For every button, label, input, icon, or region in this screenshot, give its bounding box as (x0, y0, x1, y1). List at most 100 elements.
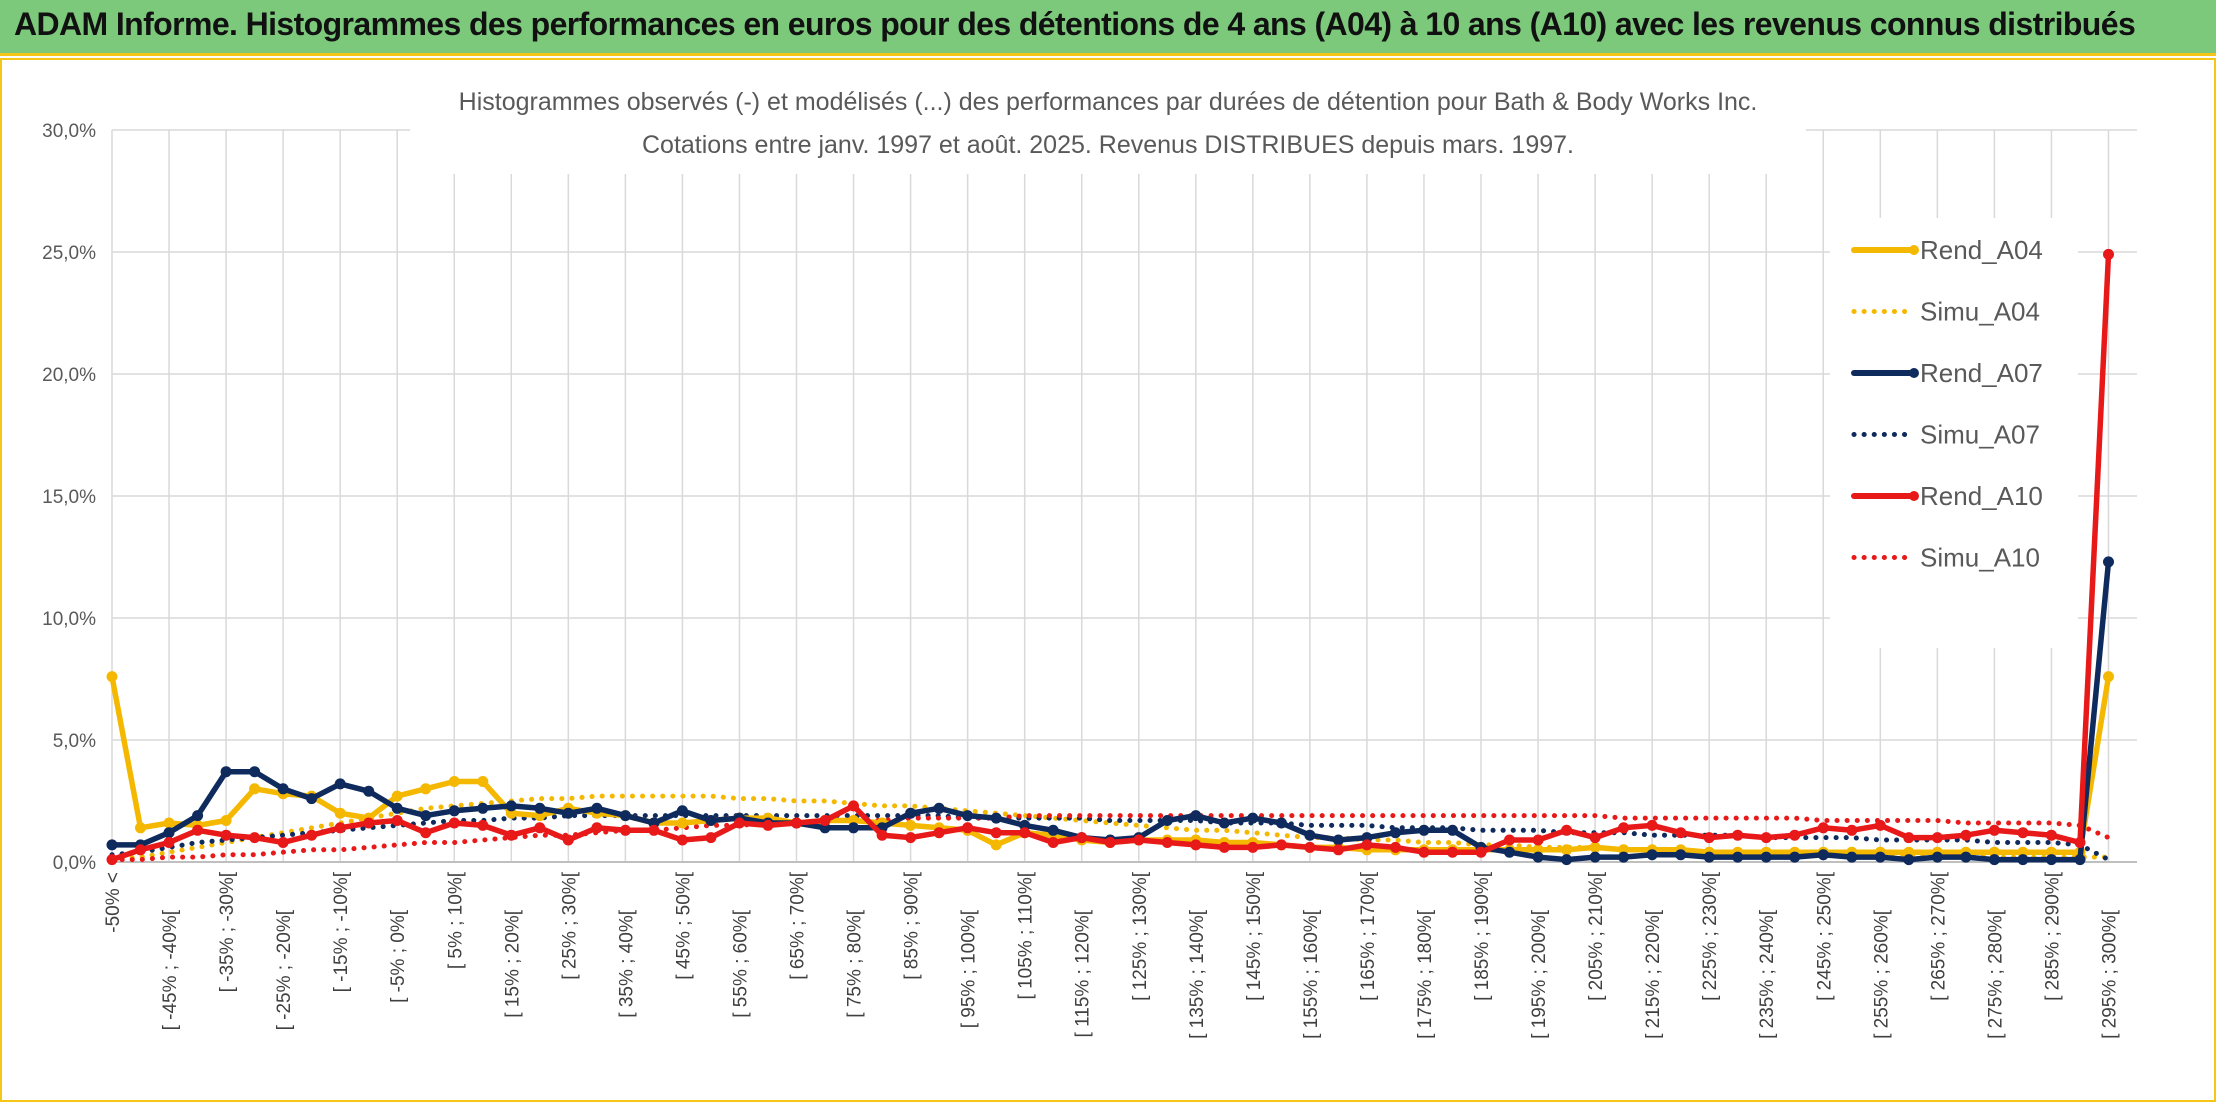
data-point (791, 817, 802, 829)
data-point (1703, 832, 1715, 844)
plot-area (106, 248, 2114, 866)
x-tick-label: [ -45% ; -40%[ (160, 909, 181, 1030)
data-point (990, 812, 1002, 824)
data-point (1304, 829, 1316, 841)
data-point (1732, 851, 1744, 863)
data-point (106, 839, 118, 851)
data-point (163, 827, 175, 839)
x-tick-label: [ 125% ; 130%[ (1130, 871, 1151, 1001)
data-point (1304, 841, 1316, 853)
x-tick-label: [ 75% ; 80%[ (845, 909, 866, 1017)
data-point (2103, 671, 2114, 683)
data-point (1247, 841, 1259, 853)
x-tick-label: [ 105% ; 110%[ (1016, 871, 1037, 999)
data-point (1532, 851, 1544, 863)
data-point (391, 790, 403, 802)
y-tick-label: 20,0% (42, 365, 96, 386)
data-point (420, 827, 432, 839)
data-point (1275, 839, 1287, 851)
data-point (135, 844, 146, 856)
legend-label: Simu_A10 (1920, 543, 2040, 573)
chart-title-line-2: Cotations entre janv. 1997 et août. 2025… (642, 131, 1574, 159)
data-point (106, 671, 118, 683)
data-point (905, 807, 917, 819)
data-point (1447, 846, 1458, 858)
y-tick-label: 10,0% (42, 609, 96, 630)
data-point (676, 805, 688, 817)
data-point (1332, 834, 1344, 846)
data-point (1931, 851, 1943, 863)
data-point (1732, 829, 1744, 841)
x-tick-label: -50% < (103, 872, 124, 933)
data-point (1161, 815, 1173, 826)
data-point (249, 832, 261, 844)
data-point (2103, 248, 2114, 260)
x-tick-label: [ 225% ; 230%[ (1700, 871, 1721, 1001)
data-point (1418, 824, 1430, 836)
data-point (2074, 837, 2086, 848)
x-tick-label: [ 255% ; 260%[ (1871, 909, 1892, 1039)
series-line-simu-a10 (109, 813, 2111, 863)
data-point (2074, 854, 2086, 866)
x-tick-label: [ 155% ; 160%[ (1301, 909, 1322, 1039)
chart-title-line-1: Histogrammes observés (-) et modélisés (… (459, 88, 1758, 116)
data-point (1618, 822, 1630, 834)
data-point (1218, 841, 1230, 853)
data-point (106, 854, 118, 866)
data-point (1675, 827, 1687, 839)
data-point (1247, 812, 1259, 824)
x-tick-label: [ 135% ; 140%[ (1187, 909, 1208, 1039)
x-tick-label: [ 215% ; 220%[ (1643, 909, 1664, 1039)
data-point (848, 800, 859, 812)
data-point (1846, 851, 1858, 863)
x-tick-label: [ 25% ; 30%[ (559, 871, 580, 979)
legend-label: Rend_A07 (1920, 358, 2043, 388)
data-point (334, 822, 346, 834)
legend-label: Simu_A07 (1920, 420, 2040, 450)
x-tick-label: [ 205% ; 210%[ (1586, 871, 1607, 1001)
data-point (990, 839, 1002, 851)
data-point (933, 802, 945, 814)
legend-marker (1909, 245, 1919, 255)
x-tick-label: [ 195% ; 200%[ (1529, 909, 1550, 1039)
x-tick-label: [ 285% ; 290%[ (2042, 871, 2063, 1001)
data-point (249, 783, 261, 795)
data-point (135, 822, 146, 834)
x-tick-label: [ 115% ; 120%[ (1073, 909, 1094, 1037)
data-point (819, 815, 831, 826)
data-point (192, 810, 204, 822)
data-point (1190, 839, 1202, 851)
data-point (1161, 837, 1173, 848)
x-tick-label: [ 235% ; 240%[ (1757, 909, 1778, 1039)
data-point (905, 832, 917, 844)
data-point (420, 810, 432, 822)
data-point (562, 834, 574, 846)
y-tick-label: 15,0% (42, 487, 96, 508)
data-point (1561, 844, 1573, 856)
y-tick-label: 30,0% (42, 121, 96, 142)
data-point (962, 810, 974, 822)
report-banner: ADAM Informe. Histogrammes des performan… (0, 0, 2216, 56)
data-point (220, 815, 232, 826)
data-point (933, 827, 945, 839)
chart-frame: 0,0% 5,0% 10,0% 15,0% 20,0% 25,0% 30,0% -50% <… (0, 58, 2216, 1102)
data-point (1960, 829, 1972, 841)
data-point (505, 800, 517, 812)
y-tick-label: 0,0% (53, 853, 96, 874)
data-point (477, 776, 489, 787)
data-point (249, 766, 261, 778)
data-point (1846, 824, 1858, 836)
x-axis: -50% < [ -45% ; -40%[[ -35% ; -30%[[ -25%… (103, 861, 2137, 1039)
data-point (1760, 851, 1772, 863)
data-point (1561, 824, 1573, 836)
data-point (1988, 824, 2000, 836)
data-point (1104, 837, 1116, 848)
data-point (306, 829, 318, 841)
data-point (734, 817, 745, 829)
data-point (762, 819, 774, 831)
x-tick-label: [ 35% ; 40%[ (616, 909, 637, 1017)
x-tick-label: [ 95% ; 100%[ (959, 909, 980, 1028)
data-point (1589, 851, 1601, 863)
data-point (1190, 810, 1202, 822)
data-point (962, 822, 974, 834)
